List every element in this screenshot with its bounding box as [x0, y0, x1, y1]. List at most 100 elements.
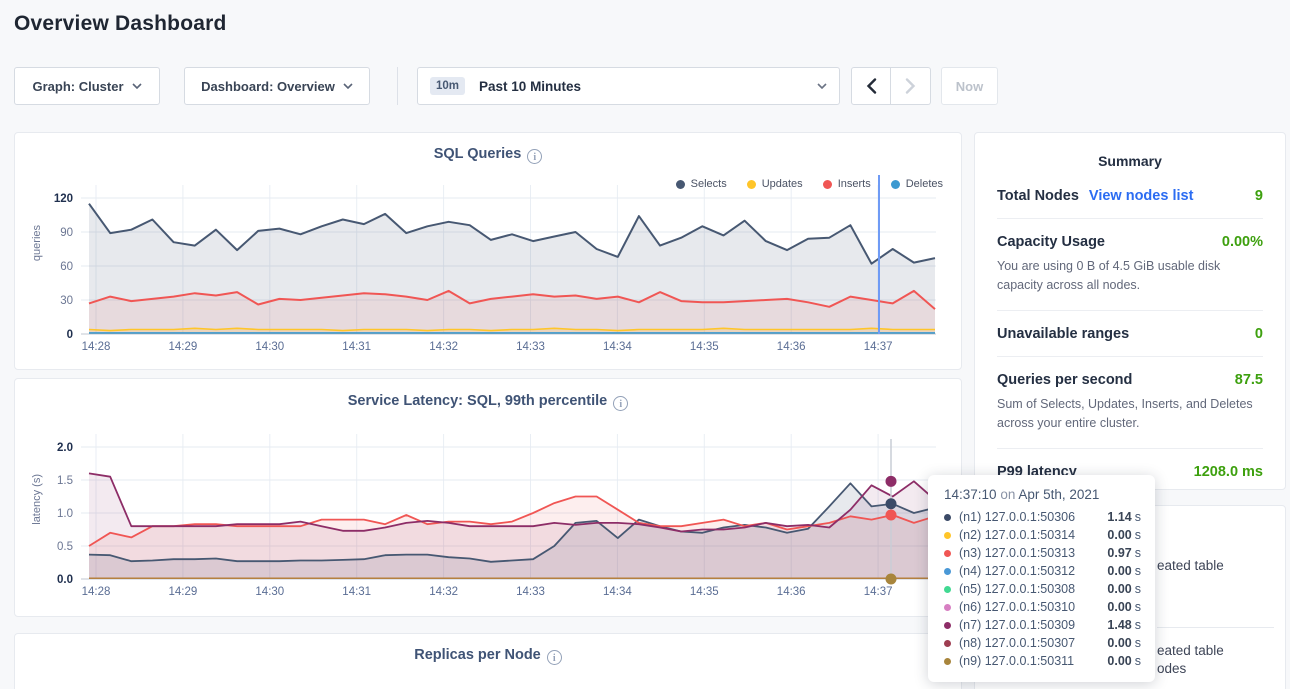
legend-item[interactable]: Deletes — [890, 178, 943, 190]
series-area — [89, 290, 935, 334]
stat-label: Total Nodes — [997, 188, 1079, 204]
info-icon[interactable]: i — [527, 149, 543, 164]
stat-value: 87.5 — [1234, 371, 1263, 388]
tooltip-node-unit: s — [1134, 546, 1141, 560]
legend-label: Selects — [690, 178, 727, 190]
now-button[interactable]: Now — [941, 67, 998, 105]
legend-label: Deletes — [905, 178, 943, 190]
axis-tick-label: 30 — [60, 295, 73, 307]
tooltip-node-value: 0.00 — [1107, 600, 1132, 614]
stat-label: Queries per second — [997, 371, 1133, 388]
axis-tick-label: 14:33 — [516, 341, 545, 353]
axis-tick-label: 14:36 — [777, 341, 806, 353]
legend-label: Inserts — [837, 178, 871, 190]
axis-tick-label: 14:36 — [777, 586, 806, 598]
legend-dot-icon — [822, 179, 832, 189]
tooltip-rows: (n1) 127.0.0.1:50306 1.14 s (n2) 127.0.0.1:… — [944, 508, 1141, 670]
tooltip-node-address: (n1) 127.0.0.1:50306 — [959, 510, 1076, 524]
stat-label: Capacity Usage — [997, 234, 1105, 250]
stat-value: 1208.0 ms — [1193, 463, 1263, 480]
axis-tick-label: 14:31 — [342, 586, 371, 598]
tooltip-node-value: 1.48 — [1107, 618, 1132, 632]
tooltip-timestamp: 14:37:10 on Apr 5th, 2021 — [944, 487, 1141, 502]
sql-queries-title-text: SQL Queries — [433, 146, 522, 162]
node-color-dot-icon — [944, 585, 951, 593]
tooltip-node-unit: s — [1134, 600, 1141, 614]
axis-tick-label: 60 — [60, 261, 73, 273]
node-color-dot-icon — [944, 621, 951, 629]
axis-tick-label: 14:29 — [169, 341, 198, 353]
tooltip-node-unit: s — [1134, 528, 1141, 542]
axis-tick-label: 14:37 — [864, 586, 893, 598]
time-next-button[interactable] — [891, 67, 931, 105]
node-color-dot-icon — [944, 639, 951, 647]
series-line — [88, 482, 936, 563]
axis-tick-label: 14:30 — [255, 586, 284, 598]
legend-item[interactable]: Inserts — [822, 178, 871, 190]
info-icon[interactable]: i — [546, 650, 562, 665]
axis-tick-label: 14:37 — [864, 341, 893, 353]
latency-title: Service Latency: SQL, 99th percentile i — [15, 393, 961, 411]
info-icon[interactable]: i — [613, 396, 629, 411]
hover-data-point — [885, 498, 897, 510]
legend-dot-icon — [675, 179, 685, 189]
view-nodes-list-link[interactable]: View nodes list — [1088, 188, 1194, 204]
replicas-title: Replicas per Node i — [15, 647, 961, 665]
stat-label: Unavailable ranges — [997, 325, 1130, 342]
summary-stats: Total Nodes View nodes list 9 Capacity U… — [975, 169, 1285, 494]
axis-tick-label: 14:29 — [169, 586, 198, 598]
tooltip-node-address: (n5) 127.0.0.1:50308 — [959, 582, 1076, 596]
page-title: Overview Dashboard — [14, 12, 227, 35]
legend-dot-icon — [746, 179, 756, 189]
axis-tick-label: 2.0 — [57, 442, 73, 454]
replicas-title-text: Replicas per Node — [414, 647, 541, 663]
axis-tick-label: 14:32 — [429, 341, 458, 353]
chevron-down-icon — [817, 83, 827, 89]
sql-chart-svg[interactable]: 14:28 14:29 14:30 14:31 14:32 14:33 14:34 14:35… — [15, 133, 961, 369]
tooltip-row: (n8) 127.0.0.1:50307 0.00 s — [944, 634, 1141, 652]
chart-hover-tooltip: 14:37:10 on Apr 5th, 2021 (n1) 127.0.0.1… — [928, 475, 1155, 682]
legend-item[interactable]: Updates — [746, 178, 803, 190]
axis-tick-label: 0.0 — [57, 574, 73, 586]
dashboard-dropdown-label: Dashboard: Overview — [201, 78, 335, 94]
stat-capacity-usage: Capacity Usage 0.00% You are using 0 B o… — [997, 219, 1263, 311]
tooltip-node-address: (n2) 127.0.0.1:50314 — [959, 528, 1076, 542]
tooltip-conjunction: on — [1000, 487, 1016, 502]
axis-tick-label: 14:28 — [82, 586, 111, 598]
axis-tick-label: 0.5 — [57, 541, 73, 553]
latency-chart-svg[interactable]: 14:28 14:29 14:30 14:31 14:32 14:33 14:34 14:35… — [15, 379, 961, 616]
time-range-badge: 10m — [430, 77, 466, 95]
stat-description: Sum of Selects, Updates, Inserts, and De… — [997, 396, 1253, 431]
chevron-right-icon — [905, 78, 916, 94]
tooltip-node-value: 1.14 — [1107, 510, 1132, 524]
stat-description: You are using 0 B of 4.5 GiB usable disk… — [997, 259, 1221, 293]
graph-dropdown[interactable]: Graph: Cluster — [14, 67, 160, 105]
axis-tick-label: 0 — [67, 329, 73, 341]
tooltip-node-unit: s — [1134, 582, 1141, 596]
tooltip-node-address: (n7) 127.0.0.1:50309 — [959, 618, 1076, 632]
event-text-fragment: odes — [1157, 661, 1187, 676]
node-color-dot-icon — [944, 513, 951, 521]
axis-tick-label: 14:35 — [690, 586, 719, 598]
hover-data-point — [885, 475, 897, 487]
tooltip-date: Apr 5th, 2021 — [1018, 487, 1100, 502]
tooltip-node-value: 0.00 — [1107, 564, 1132, 578]
stat-value: 0.00% — [1221, 234, 1263, 250]
series-line — [88, 203, 936, 265]
node-color-dot-icon — [944, 531, 951, 539]
tooltip-node-unit: s — [1134, 564, 1141, 578]
dashboard-dropdown[interactable]: Dashboard: Overview — [184, 67, 370, 105]
latency-chart[interactable]: 14:28 14:29 14:30 14:31 14:32 14:33 14:34 14:35… — [15, 379, 961, 621]
series-line — [88, 289, 936, 310]
time-range-picker[interactable]: 10m Past 10 Minutes — [417, 67, 840, 105]
sql-queries-chart[interactable]: 14:28 14:29 14:30 14:31 14:32 14:33 14:34 14:35… — [15, 133, 961, 374]
time-prev-button[interactable] — [851, 67, 891, 105]
series-area — [89, 483, 935, 579]
stat-queries-per-second: Queries per second 87.5 Sum of Selects, … — [997, 357, 1263, 449]
legend-item[interactable]: Selects — [675, 178, 727, 190]
chevron-left-icon — [866, 78, 876, 94]
tooltip-node-unit: s — [1134, 636, 1141, 650]
series-line — [88, 472, 936, 533]
time-step-buttons — [851, 67, 931, 105]
